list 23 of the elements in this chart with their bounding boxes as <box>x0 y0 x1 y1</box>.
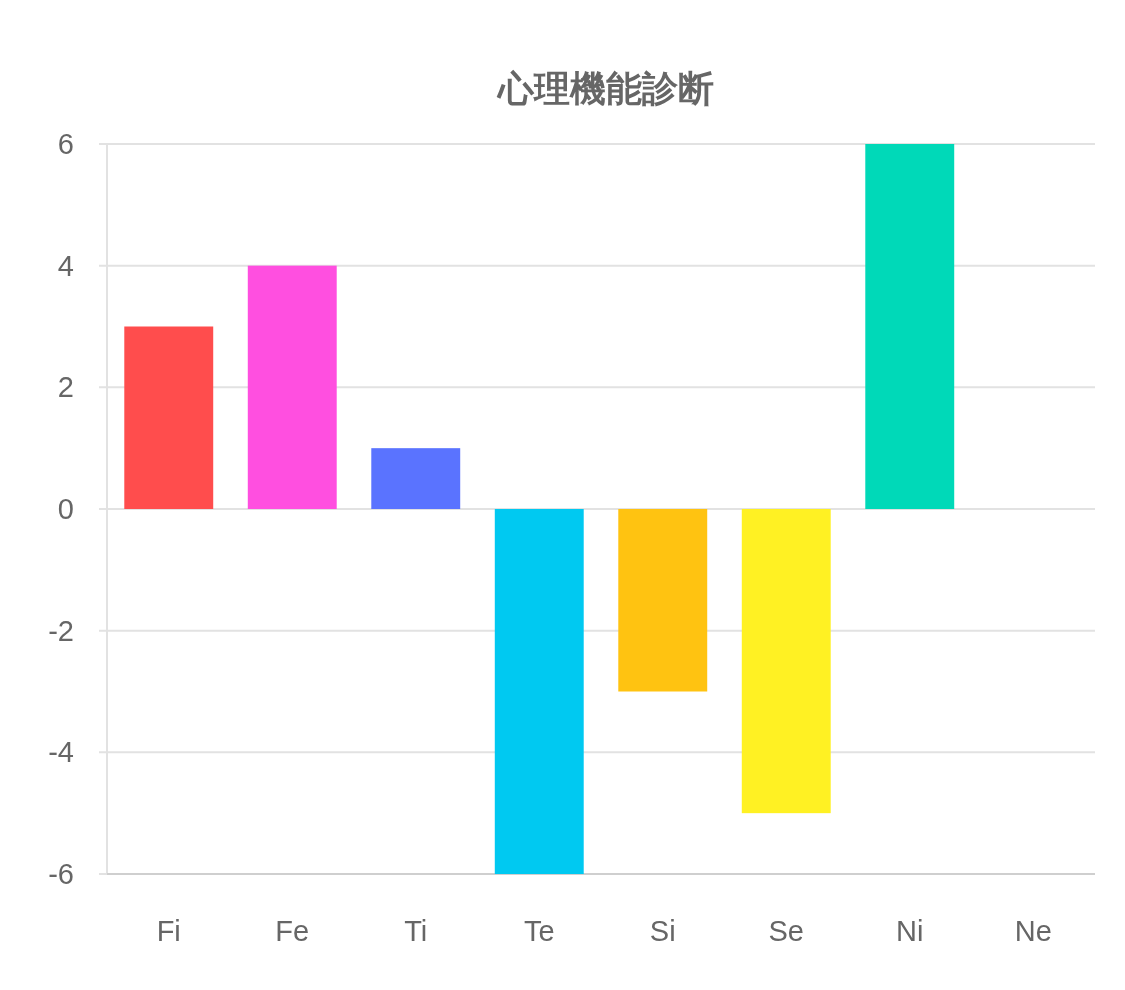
bar <box>247 265 337 509</box>
bar <box>618 509 708 692</box>
x-tick-label: Ne <box>1014 915 1052 947</box>
x-tick-label: Ti <box>404 915 428 947</box>
y-tick-label: 4 <box>57 249 74 282</box>
x-tick-label: Fe <box>275 915 310 947</box>
x-tick-label: Te <box>523 915 555 947</box>
bar <box>371 448 461 509</box>
y-tick-label: -4 <box>48 736 74 769</box>
x-tick-label: Se <box>768 915 804 947</box>
y-tick-label: -6 <box>48 858 74 890</box>
bar <box>865 144 955 509</box>
chart-title: 心理機能診断 <box>496 68 714 109</box>
y-tick-label: -2 <box>48 614 74 647</box>
x-tick-label: Si <box>649 915 676 947</box>
bar <box>124 326 214 509</box>
x-tick-label: Fi <box>156 915 181 947</box>
y-tick-label: 6 <box>57 128 74 160</box>
y-tick-label: 2 <box>57 371 74 404</box>
bar <box>494 509 584 874</box>
y-tick-label: 0 <box>57 493 74 525</box>
x-tick-label: Ni <box>896 915 924 947</box>
bar <box>741 509 831 814</box>
